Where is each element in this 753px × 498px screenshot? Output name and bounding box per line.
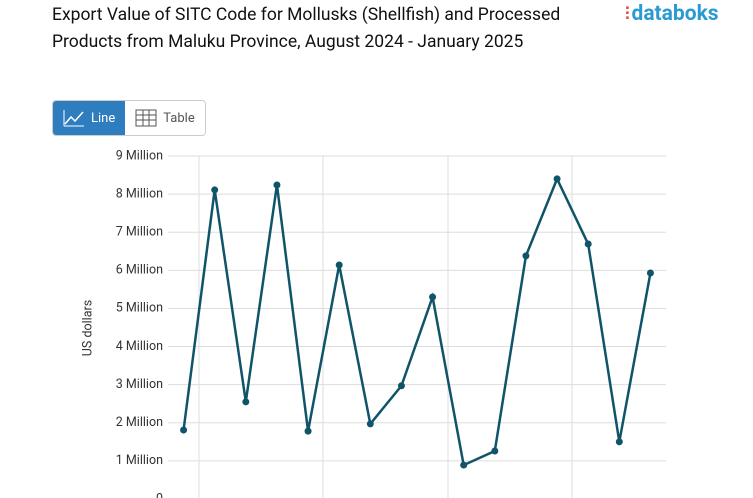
point bbox=[646, 269, 654, 277]
line-icon bbox=[63, 110, 84, 127]
point bbox=[335, 261, 343, 269]
y-tick-label: 6 Million bbox=[116, 263, 163, 278]
y-tick-label: 0 bbox=[156, 491, 163, 498]
y-axis-label: US dollars bbox=[80, 300, 95, 356]
point bbox=[429, 293, 437, 301]
point bbox=[522, 252, 530, 260]
point bbox=[180, 426, 188, 434]
point bbox=[615, 438, 623, 446]
point bbox=[211, 186, 219, 194]
button-label: Line bbox=[91, 110, 116, 126]
point bbox=[397, 382, 405, 390]
view-toggle: Line Table bbox=[52, 100, 206, 136]
logo-text: databoks bbox=[631, 2, 719, 26]
line-button[interactable]: Line bbox=[53, 101, 126, 135]
y-tick-label: 4 Million bbox=[116, 339, 163, 354]
table-icon bbox=[135, 109, 157, 127]
y-tick-label: 5 Million bbox=[116, 301, 163, 316]
button-label: Table bbox=[163, 110, 195, 126]
y-tick-label: 1 Million bbox=[116, 453, 163, 468]
y-tick-label: 2 Million bbox=[116, 415, 163, 430]
line bbox=[182, 175, 652, 467]
y-tick-label: 9 Million bbox=[116, 148, 163, 163]
point bbox=[553, 175, 561, 183]
vertical-grid bbox=[198, 156, 573, 498]
point bbox=[242, 398, 250, 406]
y-tick-label: 3 Million bbox=[116, 377, 163, 392]
point bbox=[584, 240, 592, 248]
point bbox=[366, 420, 374, 428]
point bbox=[304, 427, 312, 435]
table-button[interactable]: Table bbox=[125, 101, 205, 135]
y-tick-label: 7 Million bbox=[116, 225, 163, 240]
chart-title: Export Value of SITC Code for Mollusks (… bbox=[52, 5, 561, 52]
point bbox=[491, 447, 499, 455]
y-tick-label: 8 Million bbox=[116, 186, 163, 201]
logo: ⫶databoks bbox=[625, 2, 719, 26]
point bbox=[460, 461, 468, 469]
point bbox=[273, 181, 281, 189]
logo-icon: ⫶ bbox=[625, 4, 630, 25]
